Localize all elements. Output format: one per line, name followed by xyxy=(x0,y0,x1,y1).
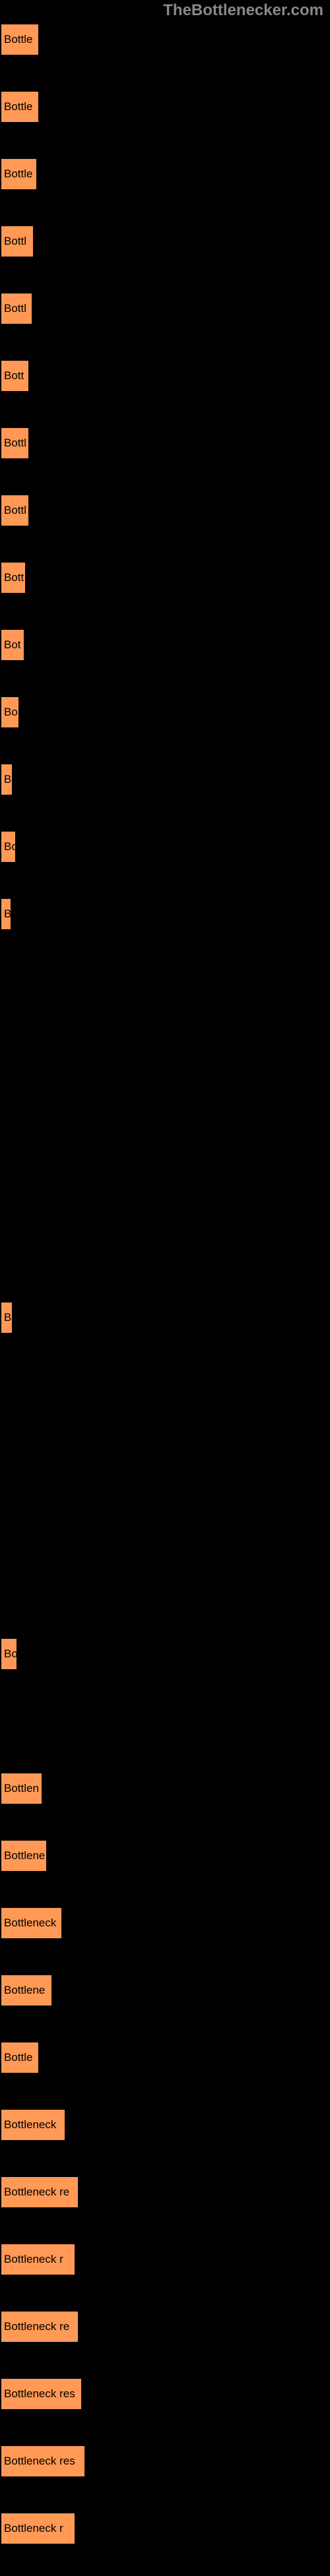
bar: Bottleneck r xyxy=(0,2243,76,2276)
bar-label: Bo xyxy=(4,1647,18,1661)
bar-row xyxy=(0,1096,330,1136)
bar-label: Bottlene xyxy=(4,1984,45,1997)
bar: Bo xyxy=(0,1638,18,1671)
bar: B xyxy=(0,898,12,931)
bar-label: Bottl xyxy=(4,437,26,450)
bar-row: Bott xyxy=(0,558,330,598)
bar-label: Bott xyxy=(4,571,24,584)
bar-label: Bottlen xyxy=(4,1782,39,1795)
bar: Bott xyxy=(0,359,30,392)
bar-label: Bottleneck res xyxy=(4,2455,75,2468)
bar-label: Bott xyxy=(4,369,24,383)
bar: Bottlen xyxy=(0,1772,43,1805)
bar: Bottleneck r xyxy=(0,2512,76,2545)
bar: Bottl xyxy=(0,427,30,460)
bar-row: Bottle xyxy=(0,2038,330,2077)
bar: Bottl xyxy=(0,494,30,527)
bar-row: B xyxy=(0,894,330,934)
bar-label: Bottl xyxy=(4,504,26,517)
bar-row: Bottleneck res xyxy=(0,2441,330,2481)
bar-row: Bott xyxy=(0,356,330,396)
bar-row xyxy=(0,1163,330,1203)
bar-row: B xyxy=(0,1298,330,1337)
bar-row xyxy=(0,962,330,1001)
bar-row: Bo xyxy=(0,827,330,867)
bar: Bottleneck res xyxy=(0,2445,86,2478)
bar-label: Bot xyxy=(4,638,21,652)
bar: Bottlene xyxy=(0,1974,53,2007)
bar: B xyxy=(0,763,13,796)
bar-label: Bottleneck xyxy=(4,2118,56,2131)
bar-row: Bottl xyxy=(0,423,330,463)
bar-row: Bot xyxy=(0,625,330,665)
bar: Bot xyxy=(0,629,25,661)
bar-label: Bottle xyxy=(4,100,32,113)
bar-row: Bottl xyxy=(0,222,330,261)
bar-label: Bottleneck r xyxy=(4,2522,63,2535)
bar-label: Bottleneck res xyxy=(4,2387,75,2401)
bar-label: B xyxy=(4,773,11,786)
bar-label: Bottle xyxy=(4,2051,32,2064)
bar-row xyxy=(0,1567,330,1607)
bar-row: Bottl xyxy=(0,289,330,328)
bar-row: Bottleneck res xyxy=(0,2374,330,2414)
watermark-text: TheBottlenecker.com xyxy=(163,1,323,20)
bar-row: B xyxy=(0,760,330,799)
bar-label: Bottlene xyxy=(4,1849,45,1862)
bar: Bo xyxy=(0,696,20,729)
bar: Bottle xyxy=(0,90,40,123)
bar-label: B xyxy=(4,1311,11,1324)
bar-row: Bottleneck xyxy=(0,2105,330,2145)
bar-row: Bottleneck r xyxy=(0,2509,330,2548)
bar: Bottle xyxy=(0,158,38,191)
bar-row: Bottlen xyxy=(0,1769,330,1808)
bar-row xyxy=(0,1365,330,1405)
bar: Bottleneck re xyxy=(0,2176,79,2209)
bar-label: Bottle xyxy=(4,33,32,46)
bar-label: Bo xyxy=(4,706,18,719)
bar: Bottleneck xyxy=(0,1907,63,1940)
bar: Bottleneck re xyxy=(0,2310,79,2343)
bar: Bottl xyxy=(0,225,34,258)
bar-row: Bottlene xyxy=(0,1836,330,1876)
bar-row xyxy=(0,1500,330,1539)
bar-row: Bottleneck xyxy=(0,1903,330,1943)
bar: Bottle xyxy=(0,23,40,56)
bar-row: Bottle xyxy=(0,20,330,59)
bar: Bottleneck res xyxy=(0,2377,82,2410)
bar-label: B xyxy=(4,907,11,921)
bar: Bottleneck xyxy=(0,2108,66,2141)
bar-row xyxy=(0,1231,330,1270)
bar-row: Bottle xyxy=(0,87,330,127)
bar: Bottl xyxy=(0,292,33,325)
bar: Bottle xyxy=(0,2041,40,2074)
bar-row xyxy=(0,1702,330,1741)
bar-label: Bo xyxy=(4,840,16,853)
bar: Bo xyxy=(0,830,16,863)
bar-row: Bottl xyxy=(0,491,330,530)
bar-label: Bottl xyxy=(4,302,26,315)
bar-row: Bottleneck r xyxy=(0,2240,330,2279)
bar-row: Bottleneck re xyxy=(0,2172,330,2212)
bar-row: Bottleneck re xyxy=(0,2307,330,2346)
bar: Bott xyxy=(0,561,26,594)
bar-label: Bottleneck xyxy=(4,1917,56,1930)
bar-label: Bottleneck re xyxy=(4,2186,69,2199)
bar-row: Bo xyxy=(0,1634,330,1674)
bar-row: Bottlene xyxy=(0,1971,330,2010)
bar-row: Bottle xyxy=(0,154,330,194)
bar: Bottlene xyxy=(0,1839,48,1872)
bar-chart: Bottle Bottle Bottle Bottl Bottl Bott Bottl Bot… xyxy=(0,0,330,2548)
bar-label: Bottleneck r xyxy=(4,2253,63,2266)
bar-label: Bottleneck re xyxy=(4,2320,69,2333)
bar-row: Bo xyxy=(0,692,330,732)
bar: B xyxy=(0,1301,13,1334)
bar-row xyxy=(0,1029,330,1068)
bar-label: Bottle xyxy=(4,168,32,181)
bar-label: Bottl xyxy=(4,235,26,248)
bar-row xyxy=(0,1432,330,1472)
